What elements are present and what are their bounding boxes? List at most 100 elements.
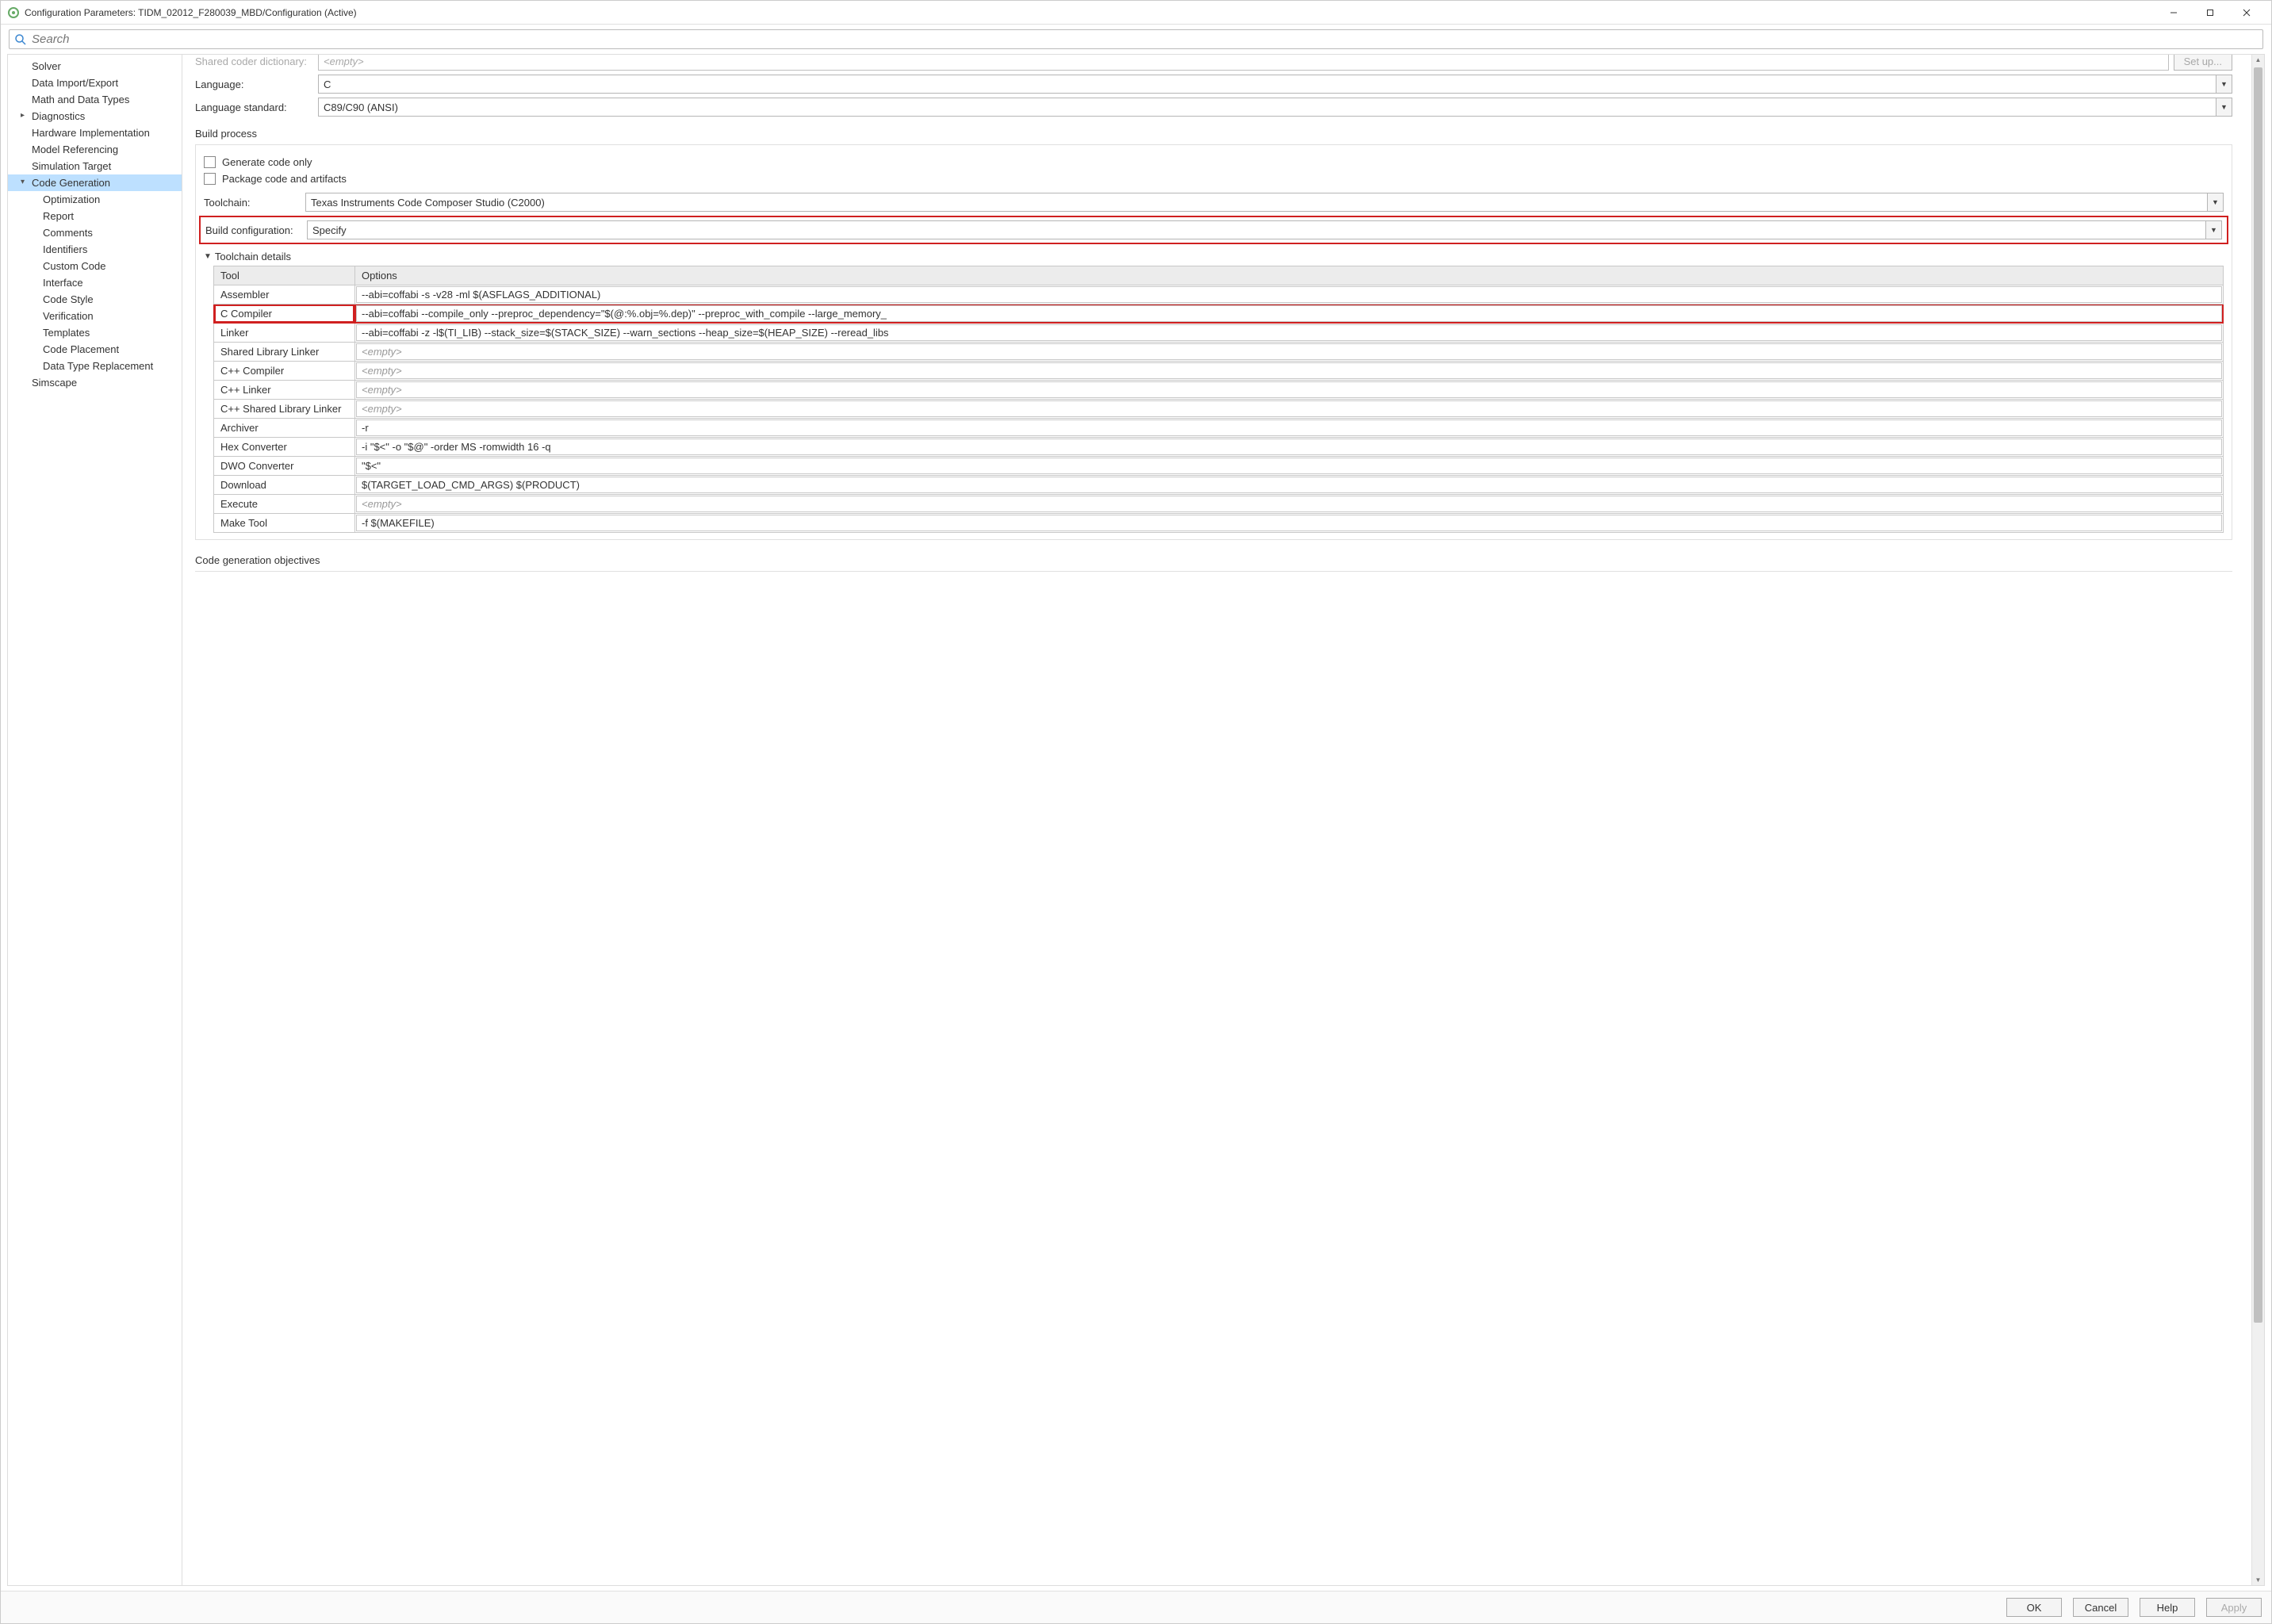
sidebar-item[interactable]: ▾Code Generation [8, 174, 182, 191]
caret-down-icon: ▼ [204, 252, 212, 261]
select-build-config[interactable]: Specify ▼ [307, 220, 2222, 239]
label-toolchain: Toolchain: [204, 197, 305, 209]
sidebar-item[interactable]: ▸Diagnostics [8, 108, 182, 124]
scroll-thumb[interactable] [2254, 67, 2262, 1323]
sidebar-item[interactable]: Interface [8, 274, 182, 291]
ok-button[interactable]: OK [2006, 1598, 2062, 1617]
options-input[interactable]: --abi=coffabi --compile_only --preproc_d… [356, 305, 2222, 322]
col-options: Options [355, 266, 2224, 285]
sidebar-item[interactable]: Model Referencing [8, 141, 182, 158]
help-button[interactable]: Help [2140, 1598, 2195, 1617]
sidebar-item[interactable]: Math and Data Types [8, 91, 182, 108]
options-input[interactable]: -r [356, 419, 2222, 436]
sidebar-item[interactable]: Report [8, 208, 182, 224]
row-build-config: Build configuration: Specify ▼ [205, 220, 2222, 239]
window: Configuration Parameters: TIDM_02012_F28… [0, 0, 2272, 1624]
scroll-down-icon[interactable]: ▼ [2252, 1576, 2264, 1584]
cell-tool: C++ Linker [214, 381, 355, 400]
main-scroll[interactable]: Shared coder dictionary: <empty> Set up.… [182, 55, 2251, 1585]
select-language-value: C [324, 79, 331, 90]
sidebar[interactable]: Solver Data Import/Export Math and Data Ty… [8, 55, 182, 1585]
disclosure-toolchain-details[interactable]: ▼ Toolchain details [204, 251, 2224, 262]
cancel-button[interactable]: Cancel [2073, 1598, 2128, 1617]
options-input[interactable]: <empty> [356, 381, 2222, 398]
sidebar-item-label: Diagnostics [32, 110, 85, 122]
select-toolchain[interactable]: Texas Instruments Code Composer Studio (… [305, 193, 2224, 212]
options-input[interactable]: --abi=coffabi -s -v28 -ml $(ASFLAGS_ADDI… [356, 286, 2222, 303]
sidebar-item[interactable]: Optimization [8, 191, 182, 208]
row-shared-coder: Shared coder dictionary: <empty> Set up.… [195, 55, 2232, 71]
cell-tool: C Compiler [214, 304, 355, 324]
close-button[interactable] [2228, 1, 2265, 25]
checkbox-generate-code-only[interactable] [204, 156, 216, 168]
sidebar-item-label: Simscape [32, 377, 77, 389]
cell-options: -i "$<" -o "$@" -order MS -romwidth 16 -… [355, 438, 2224, 457]
options-input[interactable]: <empty> [356, 362, 2222, 379]
window-title: Configuration Parameters: TIDM_02012_F28… [25, 7, 2155, 18]
footer: OK Cancel Help Apply [1, 1591, 2271, 1623]
app-icon [7, 6, 20, 19]
options-input[interactable]: -i "$<" -o "$@" -order MS -romwidth 16 -… [356, 439, 2222, 455]
input-shared-coder[interactable]: <empty> [318, 55, 2169, 71]
sidebar-item-label: Code Style [43, 293, 94, 305]
row-toolchain: Toolchain: Texas Instruments Code Compos… [204, 193, 2224, 212]
sidebar-item[interactable]: Data Import/Export [8, 75, 182, 91]
select-langstd[interactable]: C89/C90 (ANSI) ▼ [318, 98, 2232, 117]
sidebar-item[interactable]: Verification [8, 308, 182, 324]
sidebar-item[interactable]: Code Style [8, 291, 182, 308]
options-input[interactable]: <empty> [356, 496, 2222, 512]
sidebar-item[interactable]: Hardware Implementation [8, 124, 182, 141]
search-box[interactable] [9, 29, 2263, 49]
label-shared-coder: Shared coder dictionary: [195, 56, 318, 67]
select-build-config-value: Specify [312, 224, 347, 236]
sidebar-item[interactable]: Simscape [8, 374, 182, 391]
col-tool: Tool [214, 266, 355, 285]
sidebar-item[interactable]: Custom Code [8, 258, 182, 274]
table-row: DWO Converter"$<" [214, 457, 2224, 476]
sidebar-item[interactable]: Templates [8, 324, 182, 341]
sidebar-item[interactable]: Code Placement [8, 341, 182, 358]
search-row [1, 25, 2271, 54]
cell-options: <empty> [355, 381, 2224, 400]
sidebar-item-label: Data Import/Export [32, 77, 118, 89]
setup-button[interactable]: Set up... [2174, 55, 2232, 71]
sidebar-item-label: Math and Data Types [32, 94, 129, 105]
maximize-button[interactable] [2192, 1, 2228, 25]
select-langstd-value: C89/C90 (ANSI) [324, 102, 398, 113]
minimize-button[interactable] [2155, 1, 2192, 25]
label-langstd: Language standard: [195, 102, 318, 113]
table-row: Hex Converter-i "$<" -o "$@" -order MS -… [214, 438, 2224, 457]
scroll-up-icon[interactable]: ▲ [2252, 56, 2264, 63]
scrollbar[interactable]: ▲ ▼ [2251, 55, 2264, 1585]
sidebar-item-label: Comments [43, 227, 93, 239]
chevron-down-icon: ▼ [2207, 193, 2223, 211]
table-row: Shared Library Linker<empty> [214, 343, 2224, 362]
options-input[interactable]: "$<" [356, 458, 2222, 474]
sidebar-item[interactable]: Simulation Target [8, 158, 182, 174]
row-generate-code-only[interactable]: Generate code only [204, 156, 2224, 168]
sidebar-item[interactable]: Data Type Replacement [8, 358, 182, 374]
sidebar-item[interactable]: Comments [8, 224, 182, 241]
toolchain-table: Tool Options Assembler--abi=coffabi -s -… [213, 266, 2224, 533]
chevron-down-icon: ▼ [2216, 98, 2232, 116]
row-package-code[interactable]: Package code and artifacts [204, 173, 2224, 185]
titlebar: Configuration Parameters: TIDM_02012_F28… [1, 1, 2271, 25]
options-input[interactable]: <empty> [356, 343, 2222, 360]
table-row: Make Tool-f $(MAKEFILE) [214, 514, 2224, 533]
section-build-process: Build process [195, 128, 2232, 140]
label-build-config: Build configuration: [205, 224, 307, 236]
table-row: C Compiler--abi=coffabi --compile_only -… [214, 304, 2224, 324]
select-language[interactable]: C ▼ [318, 75, 2232, 94]
options-input[interactable]: -f $(MAKEFILE) [356, 515, 2222, 531]
options-input[interactable]: <empty> [356, 400, 2222, 417]
cell-tool: Download [214, 476, 355, 495]
sidebar-item-label: Code Generation [32, 177, 110, 189]
table-row: C++ Linker<empty> [214, 381, 2224, 400]
search-input[interactable] [32, 33, 2258, 46]
options-input[interactable]: $(TARGET_LOAD_CMD_ARGS) $(PRODUCT) [356, 477, 2222, 493]
sidebar-item[interactable]: Identifiers [8, 241, 182, 258]
options-input[interactable]: --abi=coffabi -z -l$(TI_LIB) --stack_siz… [356, 324, 2222, 341]
apply-button[interactable]: Apply [2206, 1598, 2262, 1617]
sidebar-item[interactable]: Solver [8, 58, 182, 75]
checkbox-package-code[interactable] [204, 173, 216, 185]
